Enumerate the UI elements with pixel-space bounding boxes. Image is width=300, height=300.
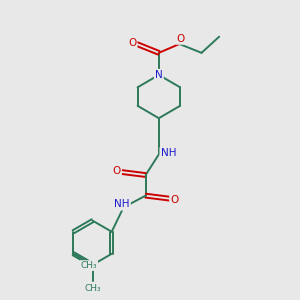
Text: N: N (155, 70, 163, 80)
Text: O: O (128, 38, 136, 47)
Text: O: O (177, 34, 185, 44)
Text: O: O (170, 195, 178, 205)
Text: NH: NH (160, 148, 176, 158)
Text: O: O (112, 166, 121, 176)
Text: NH: NH (114, 200, 130, 209)
Text: CH₃: CH₃ (80, 261, 97, 270)
Text: CH₃: CH₃ (84, 284, 101, 293)
